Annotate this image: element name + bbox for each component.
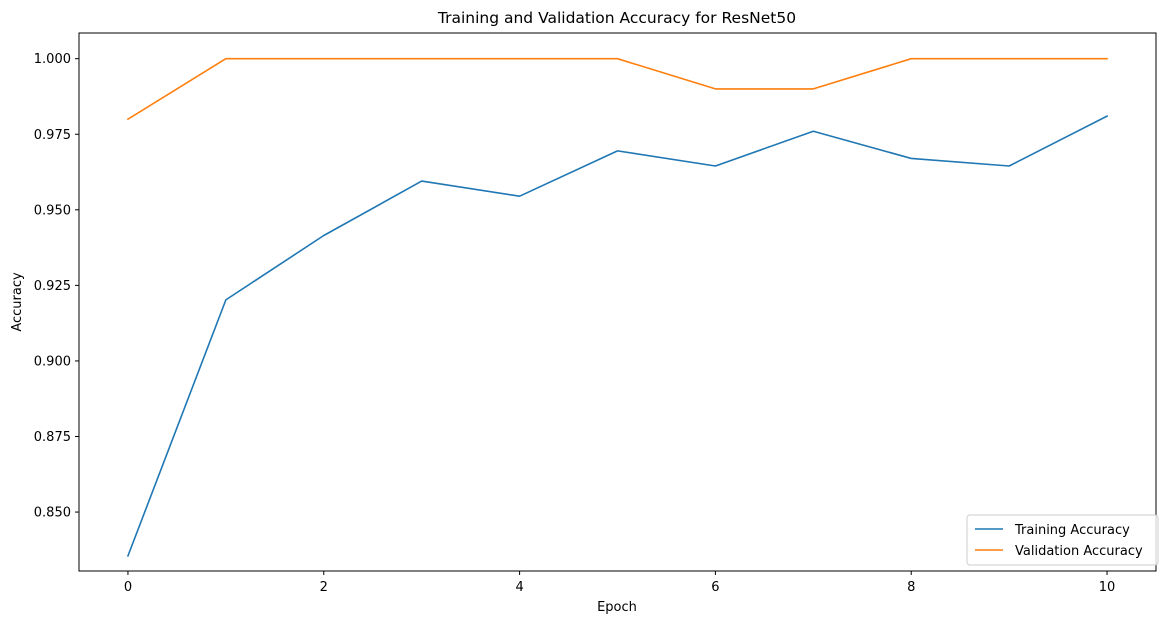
plot-frame [78, 32, 1157, 572]
series-lines [126, 57, 1109, 557]
x-axis-label: Epoch [597, 600, 637, 615]
x-tick-label: 2 [320, 580, 328, 595]
y-tick-label: 0.975 [34, 128, 71, 143]
y-tick-label: 0.950 [34, 203, 71, 218]
legend: Training Accuracy Validation Accuracy [966, 514, 1159, 566]
y-axis-label: Accuracy [10, 272, 25, 332]
y-tick-label: 0.850 [34, 506, 71, 521]
x-axis-ticks: 0 2 4 6 8 10 [124, 571, 1116, 595]
legend-box [966, 514, 1159, 566]
y-tick-label: 1.000 [34, 52, 71, 67]
chart-title: Training and Validation Accuracy for Res… [437, 9, 796, 27]
x-tick-label: 6 [711, 580, 719, 595]
x-tick-label: 8 [907, 580, 915, 595]
y-tick-label: 0.925 [34, 279, 71, 294]
series-line-training [126, 115, 1109, 557]
x-tick-label: 4 [515, 580, 523, 595]
series-line-validation [126, 57, 1108, 121]
y-tick-label: 0.900 [34, 354, 71, 369]
x-tick-label: 0 [124, 580, 132, 595]
y-tick-label: 0.875 [34, 430, 71, 445]
x-tick-label: 10 [1099, 580, 1116, 595]
legend-label-validation: Validation Accuracy [1015, 544, 1143, 559]
y-axis-ticks: 0.850 0.875 0.900 0.925 0.950 0.975 1.000 [34, 52, 79, 521]
legend-label-training: Training Accuracy [1014, 523, 1130, 538]
